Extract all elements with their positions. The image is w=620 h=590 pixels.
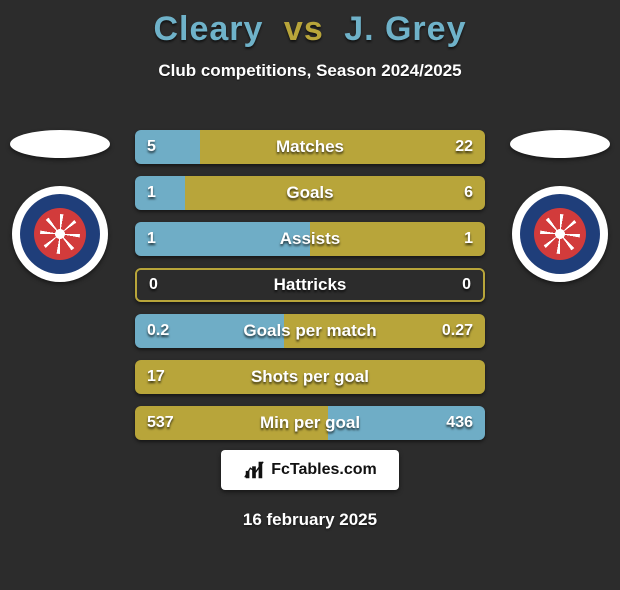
stat-bar-left-fill	[135, 130, 200, 164]
stat-row: 0.20.27Goals per match	[135, 314, 485, 348]
stat-bar-left-fill	[135, 176, 185, 210]
right-club-badge-spokes-icon	[540, 214, 580, 254]
stat-value-right: 6	[464, 176, 473, 210]
stat-bars: 522Matches16Goals11Assists00Hattricks0.2…	[135, 130, 485, 452]
left-flag-icon	[10, 130, 110, 158]
date-label: 16 february 2025	[0, 510, 620, 530]
stat-value-left: 537	[147, 406, 174, 440]
stat-bar-left-fill	[135, 360, 485, 394]
stat-value-left: 1	[147, 222, 156, 256]
stat-bar-left-fill	[137, 270, 310, 300]
stat-row: 11Assists	[135, 222, 485, 256]
stat-row: 537436Min per goal	[135, 406, 485, 440]
stat-value-right: 0.27	[442, 314, 473, 348]
right-club-badge-icon	[512, 186, 608, 282]
stat-row: 00Hattricks	[135, 268, 485, 302]
chart-bars-icon	[243, 459, 265, 481]
stat-bar-left-fill	[135, 222, 310, 256]
stat-value-left: 5	[147, 130, 156, 164]
stat-row: 17Shots per goal	[135, 360, 485, 394]
right-flag-icon	[510, 130, 610, 158]
branding-text: FcTables.com	[271, 461, 377, 479]
stat-value-right: 0	[462, 270, 471, 300]
stat-value-left: 0	[149, 270, 158, 300]
stat-bar-right-fill	[200, 130, 485, 164]
stat-value-left: 0.2	[147, 314, 169, 348]
vs-label: vs	[284, 10, 324, 48]
player2-name: J. Grey	[344, 10, 466, 48]
stat-bar-right-fill	[185, 176, 485, 210]
stat-row: 16Goals	[135, 176, 485, 210]
stat-bar-right-fill	[310, 270, 483, 300]
stat-value-left: 1	[147, 176, 156, 210]
comparison-title: Cleary vs J. Grey	[0, 10, 620, 49]
stat-value-right: 1	[464, 222, 473, 256]
stat-row: 522Matches	[135, 130, 485, 164]
stat-value-right: 22	[455, 130, 473, 164]
branding-badge: FcTables.com	[221, 450, 399, 490]
stat-value-right: 436	[446, 406, 473, 440]
stat-bar-right-fill	[310, 222, 485, 256]
subtitle: Club competitions, Season 2024/2025	[0, 61, 620, 81]
left-club-badge-icon	[12, 186, 108, 282]
left-player-column	[0, 130, 120, 282]
right-player-column	[500, 130, 620, 282]
stat-value-left: 17	[147, 360, 165, 394]
player1-name: Cleary	[153, 10, 263, 48]
left-club-badge-spokes-icon	[40, 214, 80, 254]
